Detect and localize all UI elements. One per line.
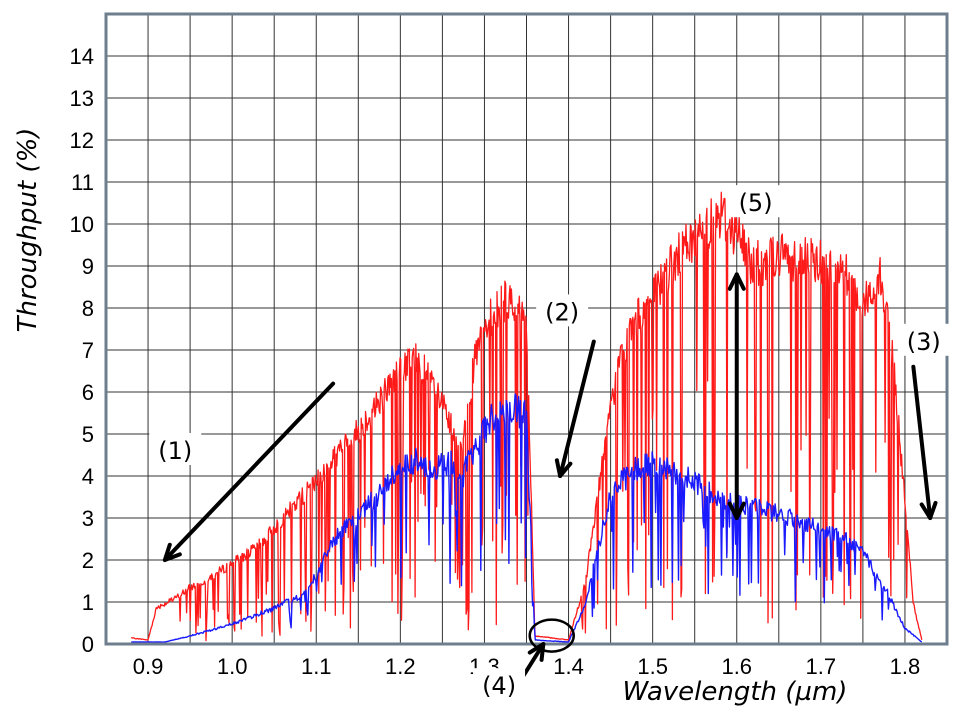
x-tick-label: 1.0: [217, 654, 248, 679]
x-tick-label: 1.7: [806, 654, 837, 679]
annotations: (1) (2) (3) (4) (5): [149, 185, 950, 701]
annotation-label: (5): [739, 189, 773, 217]
y-axis-title: Throughput (%): [13, 128, 43, 333]
y-tick-label: 13: [70, 86, 94, 111]
annotation-arrow: [911, 364, 933, 520]
y-tick-label: 11: [71, 170, 94, 195]
x-tick-label: 1.5: [637, 654, 668, 679]
series-red-line: [130, 191, 923, 642]
x-tick-label: 1.8: [890, 654, 921, 679]
y-tick-label: 6: [82, 380, 94, 405]
x-tick-label: 1.2: [385, 654, 416, 679]
annotation-label: (1): [158, 437, 192, 465]
annotation-arrowhead: [919, 500, 938, 520]
x-tick-label: 0.9: [133, 654, 164, 679]
annotation-label-background: [473, 668, 526, 701]
annotation-label-background: [897, 323, 950, 356]
annotation-arrowhead: [554, 458, 573, 478]
annotation-label: (4): [482, 672, 516, 700]
annotation-label: (3): [907, 328, 941, 356]
series-blue-line: [131, 393, 923, 643]
x-tick-label: 1.4: [553, 654, 584, 679]
x-tick-label: 1.1: [301, 654, 332, 679]
series-layer: [130, 191, 923, 643]
y-tick-label: 2: [82, 548, 94, 573]
annotation-label-background: [149, 433, 202, 465]
y-tick-label: 9: [82, 254, 94, 279]
annotation-label-background: [536, 294, 589, 327]
annotation-arrow: [558, 339, 596, 478]
x-axis-title: Wavelength (µm): [623, 677, 848, 707]
annotation-circle: [528, 618, 575, 653]
y-tick-label: 4: [82, 464, 94, 489]
y-tick-label: 7: [82, 338, 94, 363]
y-tick-label: 12: [70, 128, 94, 153]
y-tick-label: 0: [82, 632, 94, 657]
y-tick-label: 10: [70, 212, 94, 237]
annotation-label-background: [729, 185, 782, 218]
y-tick-label: 5: [82, 422, 94, 447]
tick-labels: 0.9 1.0 1.1 1.2 1.3 1.4 1.5 1.6 1.7 1.80123456789…: [70, 44, 921, 679]
y-tick-label: 14: [70, 44, 94, 69]
annotation-arrowhead: [727, 272, 746, 291]
y-tick-label: 3: [82, 506, 94, 531]
x-tick-label: 1.6: [721, 654, 752, 679]
y-tick-label: 1: [82, 590, 94, 615]
annotation-arrowhead: [727, 501, 746, 520]
annotation-arrowhead: [527, 642, 546, 662]
y-tick-label: 8: [82, 296, 94, 321]
annotation-label: (2): [545, 298, 579, 326]
annotation-arrowhead: [162, 542, 182, 562]
annotation-arrow: [162, 381, 336, 562]
